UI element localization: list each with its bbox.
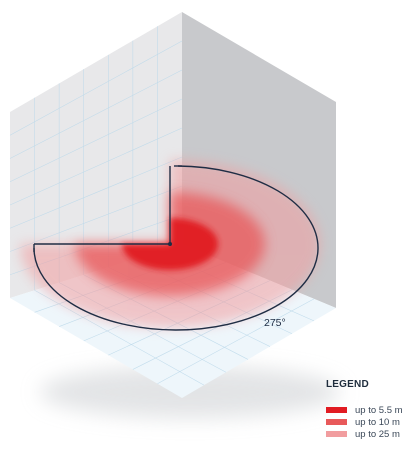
legend: LEGEND up to 5.5 m up to 10 m up to 25 m: [326, 379, 420, 440]
legend-item-middle: up to 10 m: [326, 416, 420, 428]
legend-item-inner: up to 5.5 m: [326, 404, 420, 416]
legend-title: LEGEND: [326, 379, 369, 390]
left-wall-grid-line: [9, 185, 183, 252]
left-wall: [10, 12, 182, 298]
coverage-arc: [33, 165, 319, 331]
left-wall-grid-line: [9, 69, 183, 159]
floor-grid-line: [157, 298, 315, 384]
left-wall-grid-line: [9, 40, 183, 136]
angle-label: 275°: [264, 317, 286, 329]
legend-label-middle: up to 10 m: [355, 416, 400, 428]
legend-item-outer: up to 25 m: [326, 428, 420, 440]
legend-swatch-outer: [326, 431, 347, 437]
floor-grid-line: [34, 290, 205, 386]
legend-swatch-inner: [326, 407, 347, 413]
left-wall-grid-line: [9, 127, 183, 206]
left-wall-grid-line: [9, 156, 183, 229]
sensor-point: [168, 242, 172, 246]
left-wall-grid-line: [9, 98, 183, 183]
legend-label-inner: up to 5.5 m: [355, 404, 403, 416]
legend-swatch-middle: [326, 419, 347, 425]
legend-label-outer: up to 25 m: [355, 428, 400, 440]
